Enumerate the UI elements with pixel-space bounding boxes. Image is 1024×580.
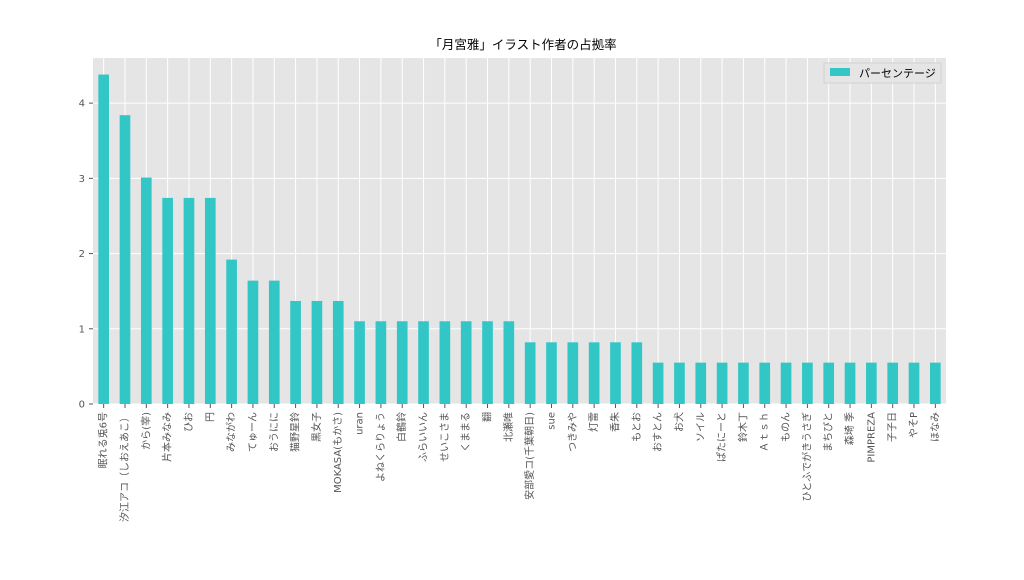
bar — [866, 362, 877, 404]
x-tick-label: 猫野星鈴 — [289, 412, 302, 452]
x-tick-label: おうにに — [268, 412, 280, 452]
bar — [162, 197, 173, 404]
x-tick-label: 汐江アコ（しおえあこ） — [118, 412, 131, 522]
bar — [418, 321, 429, 404]
x-axis: 眠れる兎6号 汐江アコ（しおえあこ） から(宰) 片本みなみ ひお円みながわ てゅーん おう… — [98, 404, 941, 522]
x-tick-label: から(宰) — [139, 412, 152, 450]
bar — [844, 362, 856, 404]
bar — [204, 197, 216, 404]
x-tick-label: 片本みなみ — [161, 412, 174, 462]
x-tick-label: 眠れる兎6号 — [98, 412, 110, 468]
x-tick-label: やそP — [908, 412, 920, 438]
y-tick-label: 4 — [79, 99, 85, 110]
bar — [268, 280, 280, 404]
x-tick-label: もとお — [631, 412, 643, 442]
bars — [98, 74, 941, 405]
bar — [908, 362, 920, 404]
bar — [396, 321, 408, 404]
x-tick-label: ひお — [183, 412, 195, 432]
y-axis: 0 1 2 3 4 — [79, 99, 93, 411]
chart-title: 「月宮雅」イラスト作者の占拠率 — [429, 37, 616, 52]
bar — [290, 300, 301, 404]
x-tick-label: 北瀬唯 — [503, 412, 515, 442]
x-tick-label: ぱたにーと — [716, 412, 728, 462]
bar — [503, 321, 515, 404]
x-tick-label: uran — [355, 412, 366, 435]
bar — [674, 362, 685, 404]
x-tick-label: 白鶴鈴 — [395, 412, 408, 442]
x-tick-label: くままる — [460, 412, 472, 452]
x-tick-label: 灯雷 — [588, 412, 600, 432]
x-tick-label: 円 — [205, 412, 216, 422]
bar — [140, 177, 152, 404]
legend-swatch — [830, 68, 850, 76]
y-tick-label: 3 — [79, 174, 85, 185]
x-tick-label: つきみや — [567, 412, 579, 452]
legend-label: パーセンテージ — [859, 67, 936, 80]
x-tick-label: てゅーん — [247, 412, 259, 452]
bar — [354, 321, 365, 404]
x-tick-label: ものん — [780, 412, 792, 442]
bar — [631, 342, 643, 404]
x-tick-label: 森埼 季 — [843, 412, 856, 445]
bar — [460, 321, 472, 404]
x-tick-label: sue — [546, 412, 557, 430]
x-tick-label: 黒女子 — [310, 412, 323, 442]
x-tick-label: お犬 — [672, 412, 685, 432]
bar — [759, 362, 771, 404]
x-tick-label: よねくらりょう — [375, 412, 387, 482]
bar — [887, 362, 899, 404]
x-tick-label: まちぴと — [823, 412, 835, 452]
bar — [738, 362, 749, 404]
x-tick-label: Ａｔｓｈ — [759, 412, 771, 452]
bar — [226, 259, 237, 404]
x-tick-label: おすとん — [652, 412, 664, 452]
legend-box — [823, 62, 942, 84]
x-tick-label: せいこさま — [439, 412, 451, 462]
bar — [98, 74, 109, 405]
legend: パーセンテージ — [823, 62, 942, 84]
x-tick-label: 安部愛コ(千葉朝日) — [523, 412, 536, 500]
x-tick-label: みながわ — [225, 412, 238, 452]
bar — [546, 342, 557, 404]
x-tick-label: 子子日 — [887, 412, 899, 442]
bar — [375, 321, 387, 404]
bar — [567, 342, 579, 404]
bar — [332, 300, 344, 404]
bar — [439, 321, 451, 404]
bar — [482, 321, 493, 404]
x-tick-label: ふらいいん — [418, 412, 430, 462]
bar — [823, 362, 835, 404]
bar — [802, 362, 813, 404]
bar — [780, 362, 792, 404]
bar — [183, 197, 195, 404]
bar — [930, 362, 941, 404]
plot-area — [93, 58, 946, 404]
y-tick-label: 0 — [79, 400, 85, 411]
bar — [524, 342, 536, 404]
bar — [119, 115, 131, 404]
x-tick-label: ひとふでがきうさぎ — [800, 412, 813, 502]
x-tick-label: 鈴木丁 — [736, 412, 749, 442]
bar — [588, 342, 600, 404]
x-tick-label: 香朱 — [609, 412, 621, 432]
x-tick-label: PIMPREZA — [866, 412, 877, 463]
x-tick-label: ほなみ — [929, 412, 941, 442]
bar — [311, 300, 323, 404]
x-tick-label: 翻 — [482, 412, 494, 422]
bar — [247, 280, 259, 404]
y-tick-label: 1 — [79, 324, 85, 335]
x-tick-label: MOKASA(もかさ) — [332, 412, 344, 493]
bar — [716, 362, 728, 404]
bar — [695, 362, 707, 404]
y-tick-label: 2 — [79, 249, 85, 260]
bar — [610, 342, 621, 404]
x-tick-label: ソイル — [696, 412, 707, 442]
bar — [652, 362, 664, 404]
